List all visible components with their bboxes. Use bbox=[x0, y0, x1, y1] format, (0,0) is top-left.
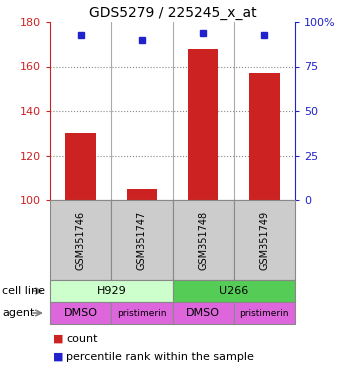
Text: cell line: cell line bbox=[2, 286, 45, 296]
Bar bbox=[188, 49, 218, 200]
Text: pristimerin: pristimerin bbox=[240, 308, 289, 318]
Text: percentile rank within the sample: percentile rank within the sample bbox=[66, 352, 254, 362]
Text: ■: ■ bbox=[53, 334, 64, 344]
Text: agent: agent bbox=[2, 308, 34, 318]
Text: GSM351747: GSM351747 bbox=[137, 210, 147, 270]
Text: ■: ■ bbox=[53, 352, 64, 362]
Text: U266: U266 bbox=[219, 286, 249, 296]
Bar bbox=[126, 189, 157, 200]
Text: DMSO: DMSO bbox=[186, 308, 220, 318]
Bar bbox=[65, 133, 96, 200]
Text: pristimerin: pristimerin bbox=[117, 308, 167, 318]
Text: count: count bbox=[66, 334, 98, 344]
Text: GSM351749: GSM351749 bbox=[259, 210, 269, 270]
Bar bbox=[249, 73, 280, 200]
Text: H929: H929 bbox=[96, 286, 126, 296]
Text: DMSO: DMSO bbox=[64, 308, 98, 318]
Title: GDS5279 / 225245_x_at: GDS5279 / 225245_x_at bbox=[89, 6, 256, 20]
Text: GSM351748: GSM351748 bbox=[198, 210, 208, 270]
Text: GSM351746: GSM351746 bbox=[75, 210, 86, 270]
